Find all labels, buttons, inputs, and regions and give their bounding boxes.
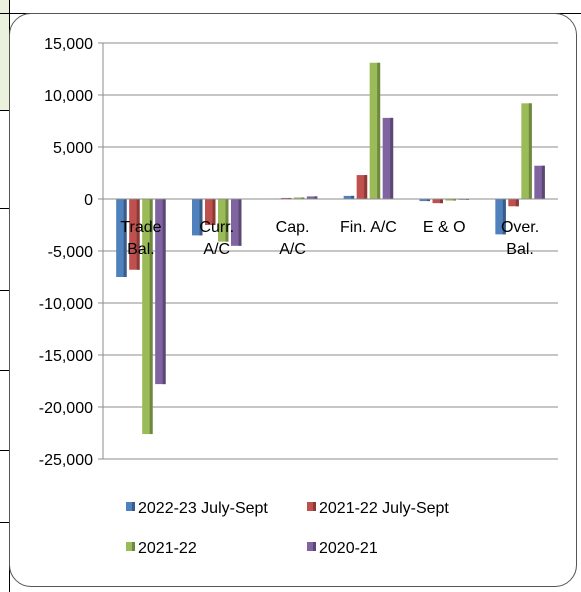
bar-shade xyxy=(541,165,545,199)
bar-shade xyxy=(301,197,305,199)
bar-shade xyxy=(225,199,229,242)
category-label: Cap. xyxy=(276,219,310,236)
category-label: Curr. xyxy=(199,219,234,236)
bar-shade xyxy=(149,199,153,435)
bar xyxy=(534,165,545,199)
bar-shade xyxy=(453,199,456,201)
legend-swatch xyxy=(126,502,135,511)
y-tick-label: -25,000 xyxy=(39,452,93,469)
bar xyxy=(306,196,318,199)
legend-swatch-shade xyxy=(132,542,135,551)
category-label: E & O xyxy=(423,219,466,236)
bar xyxy=(432,199,443,204)
chart-frame xyxy=(9,13,577,587)
bar xyxy=(369,62,381,200)
table-rule xyxy=(0,522,9,523)
bar-shade xyxy=(528,103,532,199)
bar-shade xyxy=(364,175,368,199)
bar xyxy=(343,195,355,199)
category-label: Fin. A/C xyxy=(340,219,397,236)
y-tick-label: 0 xyxy=(84,192,93,209)
legend-label: 2022-23 July-Sept xyxy=(138,500,268,517)
bar xyxy=(155,199,166,385)
bar xyxy=(142,199,153,435)
legend-swatch xyxy=(307,502,316,511)
legend-label: 2021-22 July-Sept xyxy=(319,500,449,517)
bar-shade xyxy=(502,199,506,235)
legend-label: 2021-22 xyxy=(138,540,197,557)
table-header-cell xyxy=(0,0,9,111)
category-label: A/C xyxy=(279,241,306,258)
bar-shade xyxy=(427,199,430,202)
y-tick-label: 15,000 xyxy=(44,36,93,53)
table-rule xyxy=(0,208,9,209)
bar xyxy=(129,199,140,270)
bar-shade xyxy=(238,199,242,246)
bar xyxy=(445,199,456,201)
category-label: Bal. xyxy=(127,241,155,258)
y-tick-label: 10,000 xyxy=(44,88,93,105)
legend-swatch xyxy=(126,542,135,551)
bar-shade xyxy=(288,197,292,199)
bar-shade xyxy=(377,62,381,200)
bar xyxy=(231,199,242,246)
bar xyxy=(495,199,506,235)
bar xyxy=(280,197,292,199)
table-rule xyxy=(0,370,9,371)
bar xyxy=(218,199,229,242)
bar-shade xyxy=(314,196,318,199)
y-tick-label: -15,000 xyxy=(39,348,93,365)
bar xyxy=(382,117,394,199)
bar-shade xyxy=(390,117,394,199)
bar xyxy=(293,197,305,199)
y-tick-label: 5,000 xyxy=(53,140,93,157)
legend-swatch-shade xyxy=(313,502,316,511)
category-label: Bal. xyxy=(506,241,534,258)
y-tick-label: -10,000 xyxy=(39,296,93,313)
table-rule xyxy=(0,290,9,291)
y-tick-label: -5,000 xyxy=(48,244,93,261)
bar-shade xyxy=(162,199,166,385)
bar-shade xyxy=(212,199,216,225)
bar xyxy=(508,199,519,207)
legend-swatch-shade xyxy=(313,542,316,551)
bar xyxy=(521,103,532,199)
legend-label: 2020-21 xyxy=(319,540,378,557)
category-label: Trade xyxy=(120,219,161,236)
bar xyxy=(419,199,430,202)
table-rule xyxy=(0,450,9,451)
bar-shade xyxy=(440,199,443,204)
bar xyxy=(356,175,368,199)
category-label: Over. xyxy=(501,219,539,236)
bar-shade xyxy=(123,199,127,277)
bar-shade xyxy=(199,199,203,236)
bar-shade xyxy=(351,195,355,199)
bar xyxy=(116,199,127,277)
legend-swatch-shade xyxy=(132,502,135,511)
bar xyxy=(205,199,216,225)
legend-swatch xyxy=(307,542,316,551)
bar xyxy=(192,199,203,236)
bar-shade xyxy=(515,199,519,207)
category-label: A/C xyxy=(203,241,230,258)
y-tick-label: -20,000 xyxy=(39,400,93,417)
bar-shade xyxy=(136,199,140,270)
